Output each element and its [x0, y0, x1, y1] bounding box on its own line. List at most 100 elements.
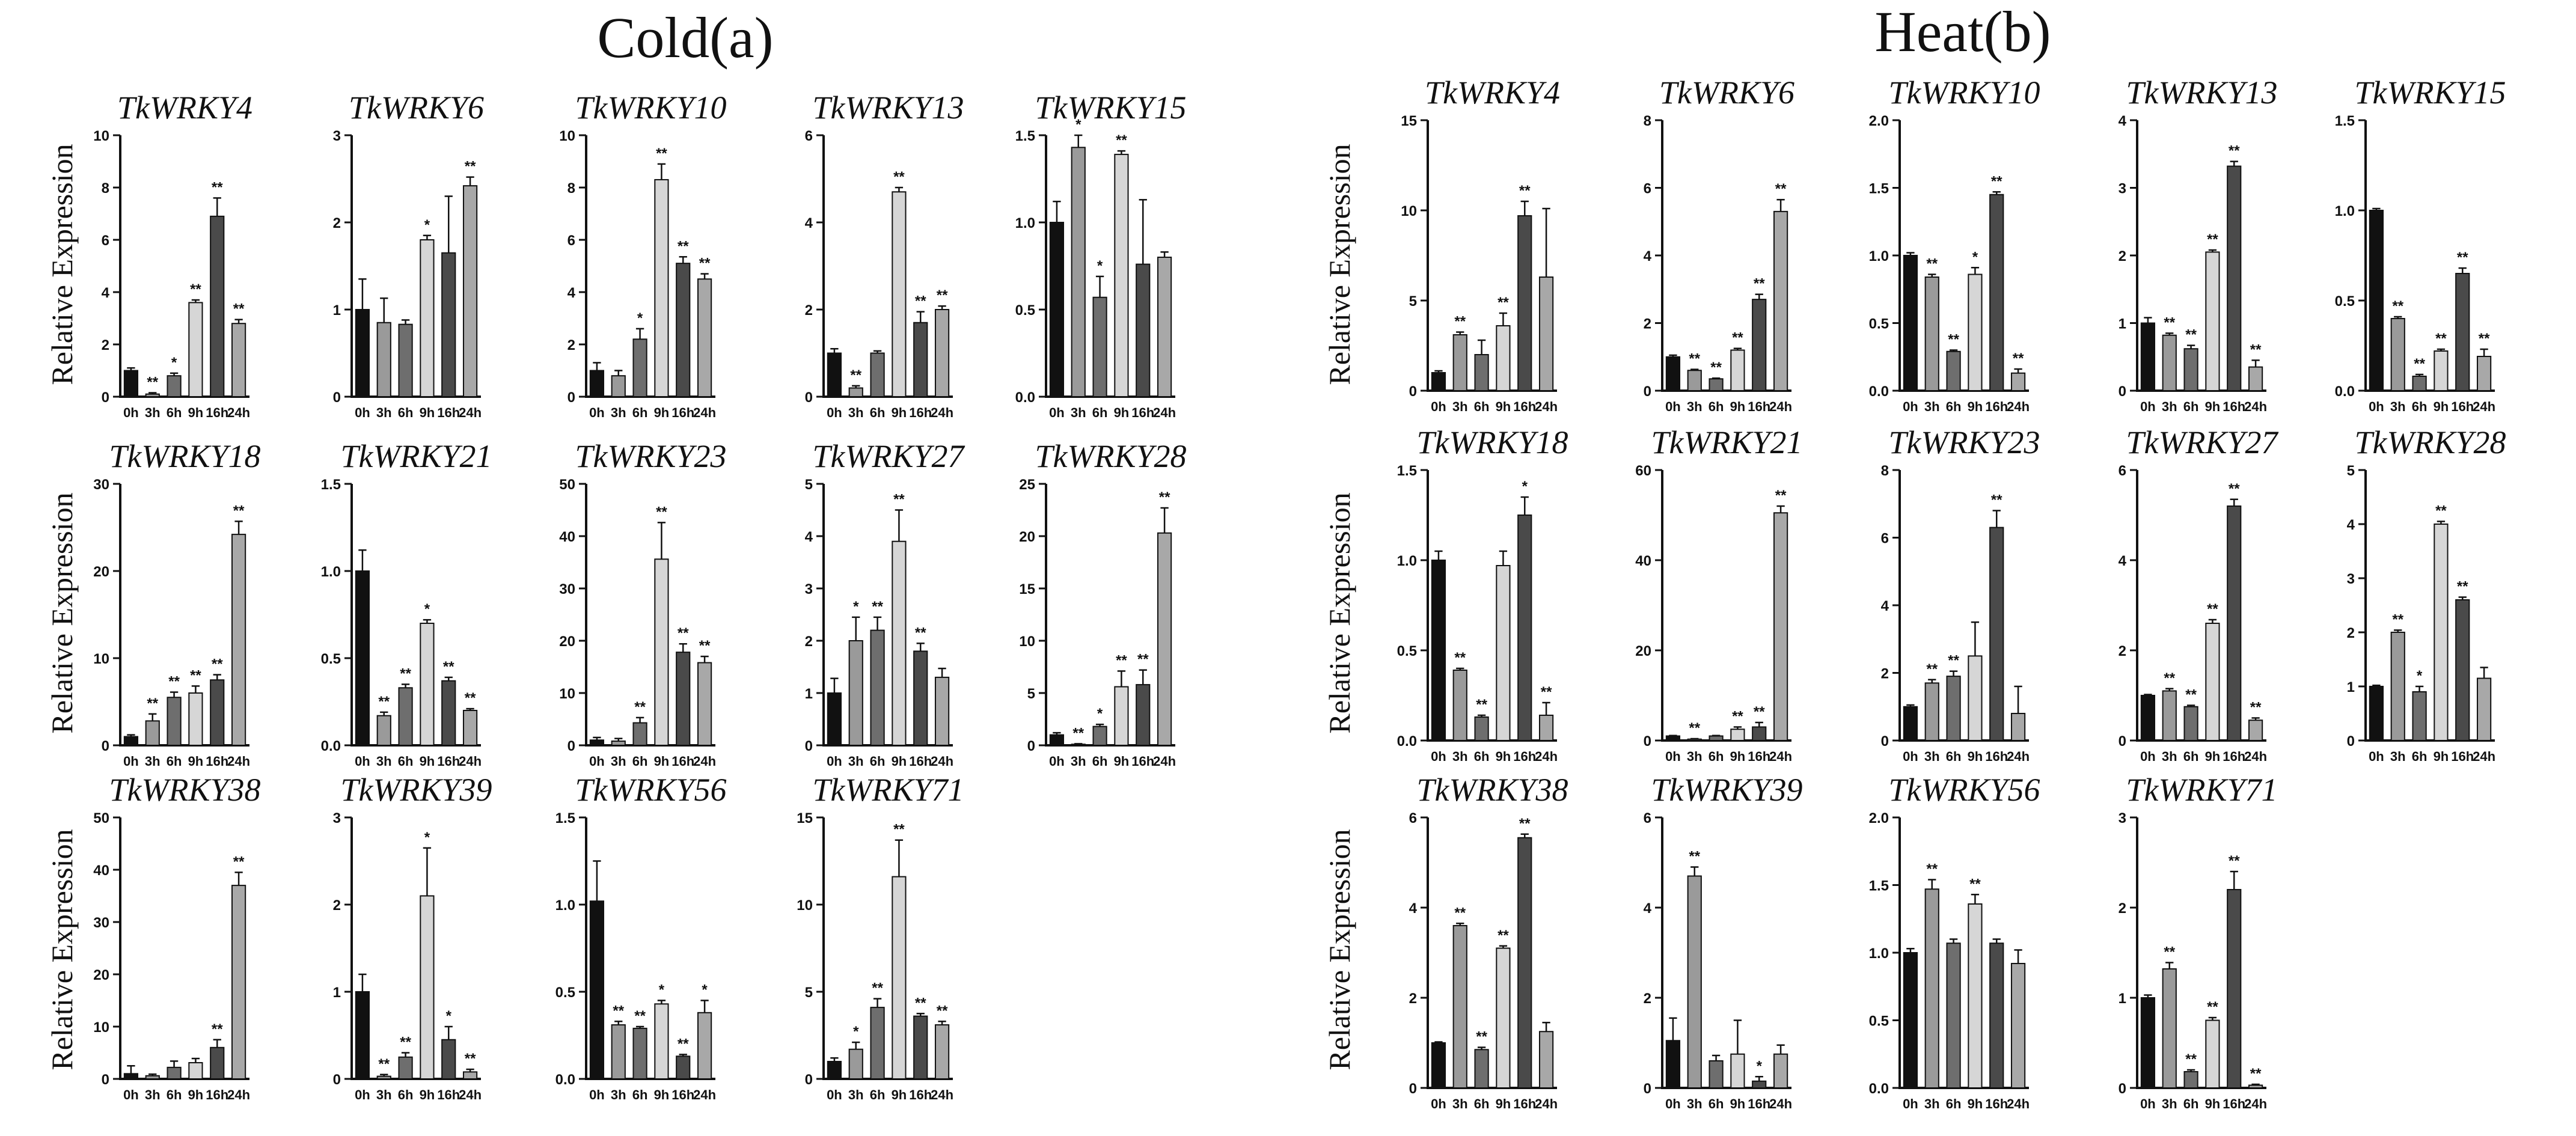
y-tick-label: 2: [333, 215, 341, 231]
y-tick-label: 10: [93, 651, 109, 667]
significance-mark: **: [2457, 579, 2468, 595]
bar: [145, 720, 160, 747]
significance-mark: **: [1969, 876, 1981, 892]
chart-tkwrky23: TkWRKY23 0 10 20 30 40 50 0h 3h ** 6h ** 9h ** 16h ** 24…: [559, 438, 726, 769]
significance-mark: **: [2250, 1066, 2262, 1082]
chart-tkwrky15: TkWRKY15 0.0 0.5 1.0 1.5 0h ** 3h ** 6h ** 9h ** 16h *…: [2335, 75, 2506, 414]
bar: [848, 1048, 863, 1080]
y-tick-label: 6: [1644, 181, 1651, 197]
x-tick-label: 3h: [1687, 399, 1703, 414]
y-tick-label: 0.0: [1869, 1081, 1889, 1097]
x-tick-label: 16h: [1748, 749, 1770, 764]
bar: [2248, 1084, 2263, 1089]
x-tick-label: 3h: [1924, 1096, 1940, 1111]
y-tick-label: 1.0: [555, 897, 575, 914]
y-tick-label: 1.0: [1869, 945, 1889, 962]
bar: [231, 323, 246, 398]
bar: [697, 1012, 712, 1080]
significance-mark: **: [1137, 652, 1149, 668]
x-tick-label: 6h: [632, 1087, 648, 1102]
significance-mark: **: [893, 492, 905, 508]
x-tick-label: 6h: [870, 405, 886, 420]
chart-tkwrky71: TkWRKY71 0 1 2 3 0h ** 3h ** 6h ** 9h ** 16h ** 24h: [2119, 772, 2278, 1111]
x-tick-label: 3h: [848, 1087, 864, 1102]
x-tick-label: 9h: [1496, 1096, 1511, 1111]
y-tick-label: 2: [2119, 643, 2126, 659]
significance-mark: **: [2207, 999, 2218, 1015]
x-tick-label: 3h: [611, 754, 626, 769]
y-tick-label: 15: [797, 810, 813, 826]
significance-mark: **: [1159, 489, 1170, 505]
x-tick-label: 6h: [2183, 399, 2199, 414]
significance-mark: **: [2164, 670, 2175, 686]
bar: [210, 1046, 225, 1080]
x-tick-label: 3h: [1687, 749, 1703, 764]
significance-mark: **: [400, 666, 411, 682]
y-tick-label: 2: [102, 337, 109, 353]
x-tick-label: 24h: [931, 1087, 953, 1102]
x-tick-label: 24h: [227, 754, 250, 769]
y-tick-label: 60: [1635, 463, 1651, 479]
bar: [1431, 372, 1446, 391]
y-tick-label: 15: [1019, 581, 1035, 597]
y-tick-label: 3: [2119, 181, 2126, 197]
y-tick-label: 0.0: [1397, 733, 1417, 750]
significance-mark: **: [465, 1051, 476, 1067]
bar: [1452, 334, 1467, 391]
y-tick-label: 30: [559, 581, 575, 597]
x-tick-label: 9h: [654, 1087, 670, 1102]
significance-mark: **: [915, 293, 926, 310]
significance-mark: **: [400, 1034, 411, 1051]
y-tick-label: 5: [1027, 686, 1035, 702]
y-axis-label: Relative Expression: [45, 492, 79, 733]
x-tick-label: 3h: [1071, 405, 1086, 420]
x-tick-label: 9h: [1968, 399, 1983, 414]
y-tick-label: 3: [2119, 810, 2126, 826]
y-tick-label: 0: [2347, 733, 2355, 750]
bar: [2140, 322, 2156, 391]
x-tick-label: 6h: [870, 754, 886, 769]
y-tick-label: 4: [568, 285, 576, 301]
significance-mark: **: [1689, 720, 1700, 736]
y-tick-label: 8: [1644, 113, 1651, 129]
x-tick-label: 16h: [206, 754, 228, 769]
x-tick-label: 24h: [2473, 749, 2495, 764]
significance-mark: **: [2250, 700, 2262, 716]
bar: [1968, 903, 1983, 1089]
significance-mark: **: [678, 1036, 689, 1052]
x-tick-label: 0h: [1903, 399, 1918, 414]
bar: [376, 322, 391, 397]
x-tick-label: 24h: [1535, 1096, 1558, 1111]
x-tick-label: 9h: [1730, 749, 1746, 764]
bar: [398, 323, 413, 398]
y-tick-label: 50: [93, 810, 109, 826]
x-tick-label: 0h: [355, 1087, 370, 1102]
significance-mark: **: [2414, 356, 2425, 372]
y-tick-label: 3: [805, 581, 813, 597]
x-tick-label: 0h: [589, 754, 605, 769]
bar: [1474, 716, 1489, 741]
significance-mark: *: [637, 310, 643, 326]
y-tick-label: 6: [805, 128, 813, 144]
x-tick-label: 9h: [420, 754, 435, 769]
bar: [1538, 276, 1554, 391]
x-tick-label: 6h: [167, 405, 182, 420]
bar: [1752, 1080, 1767, 1089]
y-tick-label: 0: [333, 1072, 341, 1088]
x-tick-label: 3h: [848, 754, 864, 769]
bar: [1752, 299, 1767, 391]
y-tick-label: 0.5: [555, 985, 575, 1001]
y-tick-label: 1: [333, 985, 341, 1001]
x-tick-label: 24h: [459, 1087, 482, 1102]
bar: [231, 534, 246, 746]
x-tick-label: 24h: [693, 754, 716, 769]
bar: [167, 1066, 182, 1080]
significance-mark: **: [699, 255, 711, 272]
significance-mark: **: [893, 822, 905, 838]
significance-mark: **: [1689, 849, 1700, 865]
y-tick-label: 1: [333, 302, 341, 319]
bar: [697, 662, 712, 747]
significance-mark: **: [2013, 350, 2024, 367]
x-tick-label: 6h: [632, 754, 648, 769]
bar: [892, 876, 907, 1080]
